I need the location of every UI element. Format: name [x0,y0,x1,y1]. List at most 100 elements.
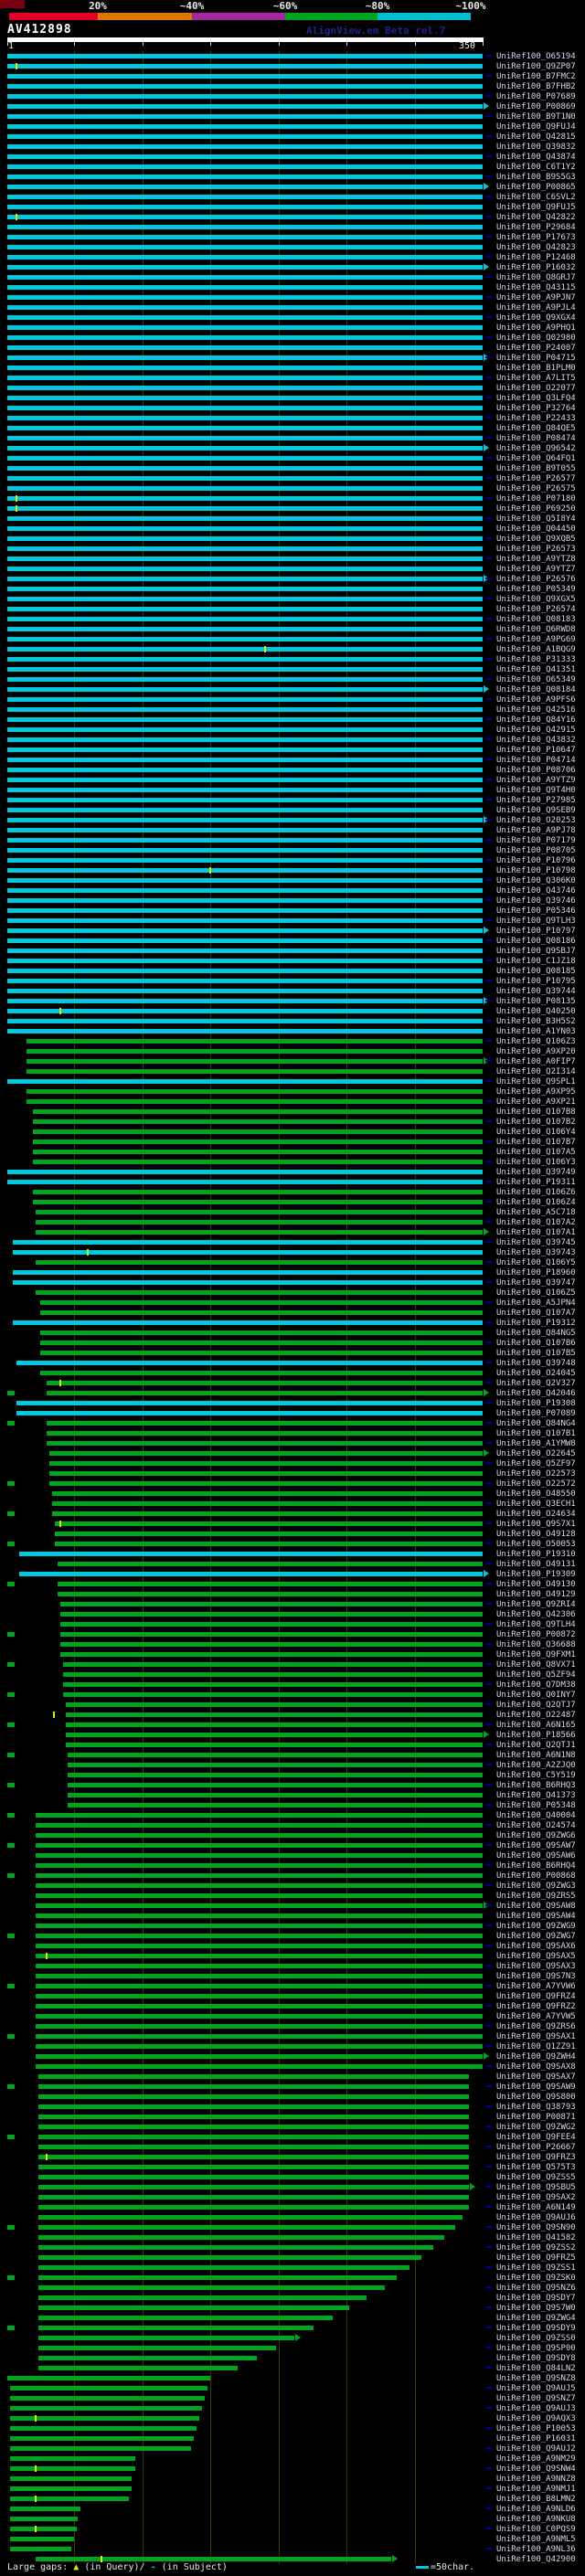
hit-label[interactable]: UniRef100_A9PG69 [496,635,576,644]
alignment-bar[interactable] [7,647,483,652]
hit-label[interactable]: UniRef100_Q39746 [496,896,576,906]
alignment-bar[interactable] [7,285,483,290]
alignment-bar[interactable] [7,114,483,119]
alignment-bar[interactable] [66,1712,483,1717]
hit-label[interactable]: UniRef100_Q36688 [496,1640,576,1649]
alignment-bar[interactable] [63,1692,483,1697]
hit-label[interactable]: UniRef100_Q107B1 [496,1429,576,1438]
hit-label[interactable]: UniRef100_O65194 [496,52,576,61]
hit-label[interactable]: UniRef100_Q43115 [496,283,576,292]
hit-label[interactable]: UniRef100_Q106Z4 [496,1198,576,1207]
hit-label[interactable]: UniRef100_Q9SN90 [496,2223,576,2232]
hit-label[interactable]: UniRef100_Q306K0 [496,876,576,885]
alignment-bar[interactable] [39,1300,483,1305]
alignment-bar[interactable] [9,2426,197,2431]
alignment-bar[interactable] [39,1371,483,1375]
alignment-bar[interactable] [67,1763,483,1767]
alignment-bar[interactable] [47,1381,483,1385]
alignment-bar[interactable] [7,406,483,410]
alignment-bar[interactable] [38,2275,398,2280]
alignment-bar[interactable] [19,1572,483,1576]
hit-label[interactable]: UniRef100_P07689 [496,92,576,101]
hit-label[interactable]: UniRef100_Q2V327 [496,1379,576,1388]
alignment-bar[interactable] [12,1250,483,1255]
alignment-bar[interactable] [7,466,483,471]
alignment-bar[interactable] [49,1461,483,1466]
hit-label[interactable]: UniRef100_Q84QE5 [496,424,576,433]
alignment-bar[interactable] [7,476,483,481]
hit-label[interactable]: UniRef100_Q42822 [496,213,576,222]
hit-label[interactable]: UniRef100_P10795 [496,977,576,986]
alignment-bar[interactable] [7,104,483,109]
alignment-bar[interactable] [49,1471,483,1476]
hit-label[interactable]: UniRef100_Q107A2 [496,1218,576,1227]
hit-label[interactable]: UniRef100_Q84LN2 [496,2364,576,2373]
hit-label[interactable]: UniRef100_Q2QTJ1 [496,1741,576,1750]
alignment-bar[interactable] [39,1310,483,1315]
hit-label[interactable]: UniRef100_Q107B8 [496,1108,576,1117]
hit-label[interactable]: UniRef100_Q9FEE4 [496,2133,576,2142]
hit-label[interactable]: UniRef100_O22572 [496,1479,576,1489]
hit-label[interactable]: UniRef100_P08706 [496,766,576,775]
alignment-bar[interactable] [9,2436,195,2441]
alignment-bar[interactable] [9,2396,206,2401]
alignment-bar[interactable] [7,637,483,641]
hit-label[interactable]: UniRef100_C0PQS9 [496,2525,576,2534]
alignment-bar[interactable] [9,2537,74,2541]
hit-label[interactable]: UniRef100_Q42815 [496,133,576,142]
alignment-bar[interactable] [7,717,483,722]
alignment-bar[interactable] [36,2034,483,2039]
hit-label[interactable]: UniRef100_Q106Z3 [496,1037,576,1046]
alignment-bar[interactable] [7,94,483,99]
hit-label[interactable]: UniRef100_O49129 [496,1590,576,1599]
alignment-bar[interactable] [47,1431,483,1436]
alignment-bar[interactable] [7,858,483,863]
alignment-bar[interactable] [7,597,483,601]
alignment-bar[interactable] [7,848,483,853]
hit-label[interactable]: UniRef100_Q42900 [496,2555,576,2564]
hit-label[interactable]: UniRef100_Q9SBU5 [496,2183,576,2192]
hit-label[interactable]: UniRef100_P17673 [496,233,576,242]
alignment-bar[interactable] [7,205,483,209]
alignment-bar[interactable] [66,1733,483,1737]
alignment-bar[interactable] [12,1280,483,1285]
hit-label[interactable]: UniRef100_Q107B5 [496,1349,576,1358]
hit-label[interactable]: UniRef100_Q106Y4 [496,1128,576,1137]
alignment-bar[interactable] [7,335,483,340]
alignment-bar[interactable] [7,1029,483,1034]
alignment-bar[interactable] [33,1200,483,1204]
hit-label[interactable]: UniRef100_P00869 [496,102,576,111]
hit-label[interactable]: UniRef100_P05349 [496,585,576,594]
alignment-bar[interactable] [67,1773,483,1777]
hit-label[interactable]: UniRef100_Q9ZRS5 [496,1892,576,1901]
hit-label[interactable]: UniRef100_Q9XGX4 [496,313,576,323]
hit-label[interactable]: UniRef100_Q39832 [496,143,576,152]
hit-label[interactable]: UniRef100_P19312 [496,1319,576,1328]
alignment-bar[interactable] [39,1330,483,1335]
hit-label[interactable]: UniRef100_Q39744 [496,987,576,996]
hit-label[interactable]: UniRef100_Q9FRZ2 [496,2002,576,2011]
hit-label[interactable]: UniRef100_Q9SNW4 [496,2465,576,2474]
hit-label[interactable]: UniRef100_Q9ZWG4 [496,2314,576,2323]
hit-label[interactable]: UniRef100_Q96542 [496,444,576,453]
hit-label[interactable]: UniRef100_Q41582 [496,2233,576,2242]
hit-label[interactable]: UniRef100_Q107A5 [496,1148,576,1157]
alignment-bar[interactable] [7,1180,483,1184]
hit-label[interactable]: UniRef100_C6SVL2 [496,193,576,202]
hit-label[interactable]: UniRef100_P10798 [496,866,576,875]
alignment-bar[interactable] [38,2165,470,2169]
alignment-bar[interactable] [7,245,483,249]
alignment-bar[interactable] [36,1934,483,1938]
hit-label[interactable]: UniRef100_Q9AUJ5 [496,2384,576,2393]
alignment-bar[interactable] [38,2245,434,2250]
hit-label[interactable]: UniRef100_Q9ZWG6 [496,1831,576,1840]
hit-label[interactable]: UniRef100_Q42046 [496,1389,576,1398]
hit-label[interactable]: UniRef100_Q42516 [496,705,576,715]
alignment-bar[interactable] [67,1793,483,1797]
alignment-bar[interactable] [38,2316,334,2320]
hit-label[interactable]: UniRef100_A5JPN4 [496,1299,576,1308]
hit-label[interactable]: UniRef100_O24045 [496,1369,576,1378]
alignment-bar[interactable] [7,938,483,943]
hit-label[interactable]: UniRef100_A9NMJ1 [496,2485,576,2494]
hit-label[interactable]: UniRef100_Q8VX71 [496,1660,576,1670]
